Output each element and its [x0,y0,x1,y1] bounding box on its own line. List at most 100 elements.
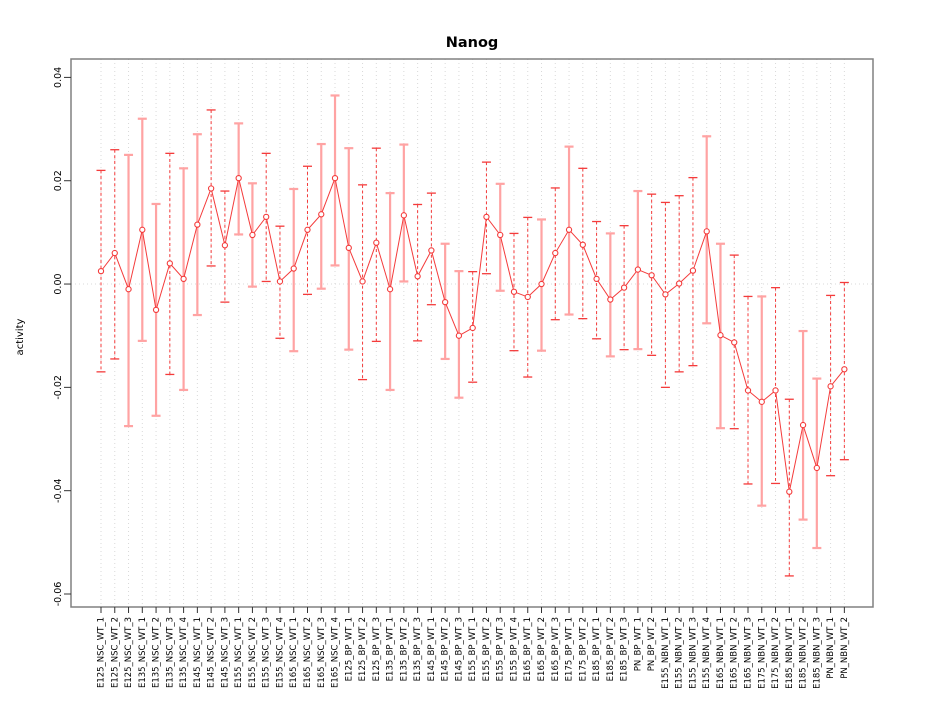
data-point [304,226,311,233]
data-point [207,185,215,192]
x-tick-label: E145_BP_WT_2 [441,617,451,681]
x-tick-label: E125_NSC_WT_1 [97,617,107,688]
y-tick-label: -0.02 [53,375,64,400]
data-point [235,174,242,182]
data-point [318,211,325,218]
data-point [469,324,476,332]
data-point [607,296,614,303]
x-tick-label: E155_BP_WT_1 [468,617,478,681]
data-point [813,464,820,472]
data-point [786,488,793,495]
data-point [111,249,118,257]
data-point [249,231,256,239]
data-point [648,272,655,279]
x-tick-label: E175_NBN_WT_1 [757,617,767,689]
tick-labels-layer: 0.04 0.02 0.00 -0.02 -0.04 -0.06 E125_NSC_WT_1… [53,67,850,689]
data-point [731,339,738,346]
data-point [620,284,628,291]
data-point [97,267,105,275]
y-tick-label: 0.04 [53,67,64,88]
data-point [565,226,573,233]
x-tick-label: E155_NSC_WT_2 [248,617,258,688]
data-point [386,286,394,293]
x-tick-label: E165_NBN_WT_2 [730,617,740,689]
data-point [345,244,352,252]
x-tick-label: E155_BP_WT_3 [496,617,506,681]
data-point [758,398,765,405]
x-tick-label: E135_NSC_WT_1 [138,617,148,688]
data-point [290,265,297,272]
x-tick-label: E155_BP_WT_4 [509,617,519,681]
data-point [276,278,284,285]
x-tick-label: E185_NBN_WT_2 [799,617,809,689]
data-point [263,213,270,221]
data-point [676,280,683,287]
axes-frame-layer [64,58,874,613]
data-point [841,366,848,373]
x-tick-label: E165_NBN_WT_1 [716,617,726,689]
y-tick-label: -0.06 [53,582,64,607]
x-tick-label: E155_NBN_WT_1 [661,617,671,689]
x-tick-label: E155_BP_WT_2 [482,617,492,681]
x-tick-label: E155_NSC_WT_1 [234,617,244,688]
x-tick-label: E125_BP_WT_3 [372,617,382,681]
x-tick-label: E165_NSC_WT_2 [303,617,313,688]
data-point [662,291,669,298]
data-point [400,212,408,219]
x-tick-label: E155_NBN_WT_3 [688,617,698,689]
x-tick-label: E145_BP_WT_1 [427,617,437,681]
data-point [373,239,380,246]
x-tick-label: E125_NSC_WT_3 [124,617,134,688]
data-point [483,213,490,221]
data-point [166,260,173,267]
x-tick-label: E165_NBN_WT_3 [744,617,754,689]
data-point [593,275,600,283]
data-point [772,387,779,394]
data-point [510,288,518,295]
x-tick-label: PN_BP_WT_2 [647,617,657,671]
x-tick-label: E165_BP_WT_2 [537,617,547,681]
data-point [579,241,586,248]
x-tick-label: E185_BP_WT_3 [620,617,630,681]
data-point [703,228,710,235]
data-point [359,278,366,285]
x-tick-label: E125_BP_WT_1 [344,617,354,681]
x-tick-label: E135_BP_WT_3 [413,617,423,681]
x-tick-label: PN_NBN_WT_1 [826,617,836,679]
x-tick-label: PN_BP_WT_1 [633,617,643,671]
x-tick-label: E155_NSC_WT_4 [275,617,285,688]
x-tick-label: E145_NSC_WT_2 [207,617,217,688]
data-point [827,383,834,390]
y-axis-label: activity [15,318,26,355]
data-point [689,267,697,274]
x-tick-label: E185_BP_WT_1 [592,617,602,681]
chart-title: Nanog [446,35,499,51]
data-point [221,242,229,249]
gridlines-layer [71,59,873,607]
data-point [552,249,559,257]
data-point [455,332,463,339]
data-point [428,247,435,254]
x-tick-label: E145_BP_WT_3 [454,617,464,681]
x-tick-label: E165_NSC_WT_1 [289,617,299,688]
data-point [180,275,187,283]
x-tick-label: PN_NBN_WT_2 [840,617,850,679]
data-point [152,306,160,314]
data-point [497,231,504,239]
x-tick-label: E165_NSC_WT_3 [317,617,327,688]
data-point [441,298,449,306]
x-tick-label: E135_NSC_WT_2 [152,617,162,688]
x-tick-label: E135_BP_WT_2 [399,617,409,681]
x-tick-label: E145_NSC_WT_3 [220,617,230,688]
data-points-layer [97,174,848,495]
data-point [538,280,545,288]
x-tick-label: E155_NBN_WT_4 [702,617,712,689]
data-point [717,332,724,339]
x-tick-label: E185_NBN_WT_3 [812,617,822,689]
x-tick-label: E175_NBN_WT_2 [771,617,781,689]
x-tick-label: E165_BP_WT_3 [551,617,561,681]
data-point [524,293,531,301]
x-tick-label: E135_NSC_WT_4 [179,617,189,688]
